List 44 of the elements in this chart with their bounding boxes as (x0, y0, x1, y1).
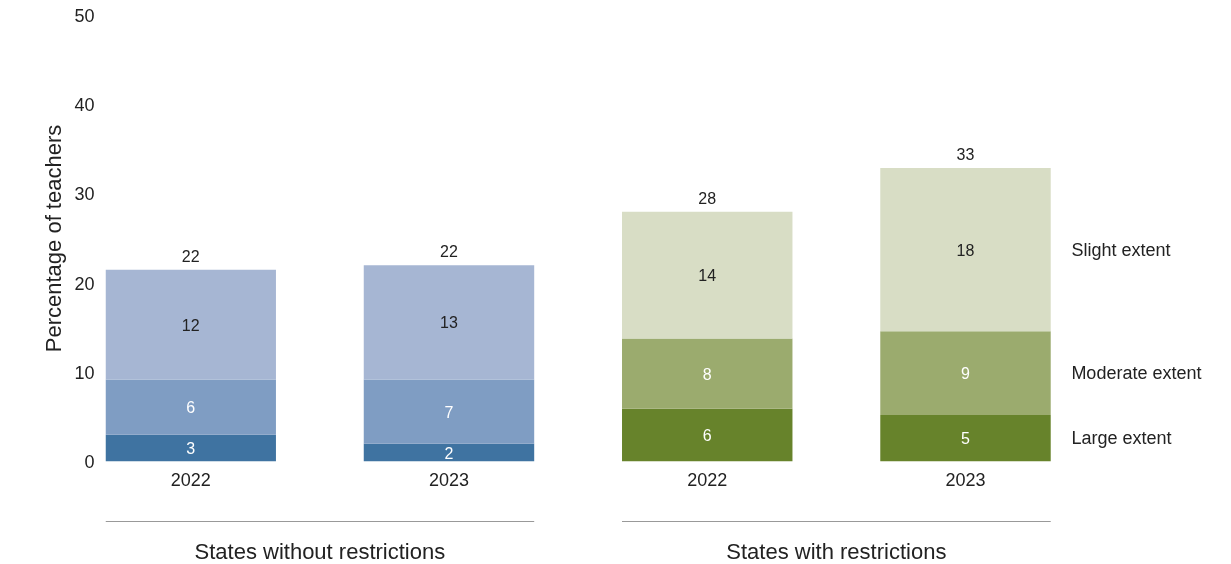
data-label: 3 (186, 440, 196, 458)
series-label: Moderate extent (1071, 363, 1202, 384)
data-label: 14 (698, 267, 717, 285)
series-label: Large extent (1071, 428, 1172, 449)
y-tick-label: 40 (74, 95, 95, 116)
y-axis-title: Percentage of teachers (41, 124, 67, 353)
bar (363, 265, 535, 380)
bar (622, 408, 793, 462)
bar (880, 415, 1051, 462)
total-label: 22 (181, 247, 200, 265)
data-label: 2 (444, 444, 454, 462)
data-label: 6 (186, 399, 196, 417)
bar (105, 269, 276, 380)
bar (363, 379, 535, 444)
text: States without restrictions (194, 539, 446, 564)
bar (363, 443, 535, 462)
total-label: 33 (956, 146, 975, 164)
text: States with restrictions (726, 539, 947, 564)
data-label: 18 (956, 241, 975, 259)
bar (880, 331, 1051, 416)
bar (622, 211, 793, 339)
series-label: Slight extent (1071, 239, 1171, 260)
total-label: 28 (698, 189, 717, 207)
x-tick-label: 2023 (945, 469, 986, 490)
total-label: 22 (440, 243, 458, 261)
data-label: 13 (440, 314, 458, 332)
y-tick-label: 20 (74, 273, 95, 294)
bar (880, 168, 1051, 332)
data-label: 9 (961, 365, 971, 383)
data-label: 6 (702, 427, 712, 445)
data-label: 5 (961, 430, 971, 448)
data-label: 12 (181, 316, 200, 334)
bar (622, 338, 793, 409)
data-label: 7 (444, 403, 454, 421)
bar (105, 434, 276, 462)
y-tick-label: 10 (74, 362, 95, 383)
data-label: 8 (702, 365, 712, 383)
y-tick-label: 50 (74, 6, 95, 26)
y-tick-label: 30 (74, 184, 95, 205)
x-tick-label: 2022 (687, 469, 728, 490)
x-tick-label: 2022 (170, 469, 211, 490)
y-tick-label: 0 (84, 452, 95, 472)
bar (105, 379, 276, 435)
x-tick-label: 2023 (428, 469, 470, 490)
